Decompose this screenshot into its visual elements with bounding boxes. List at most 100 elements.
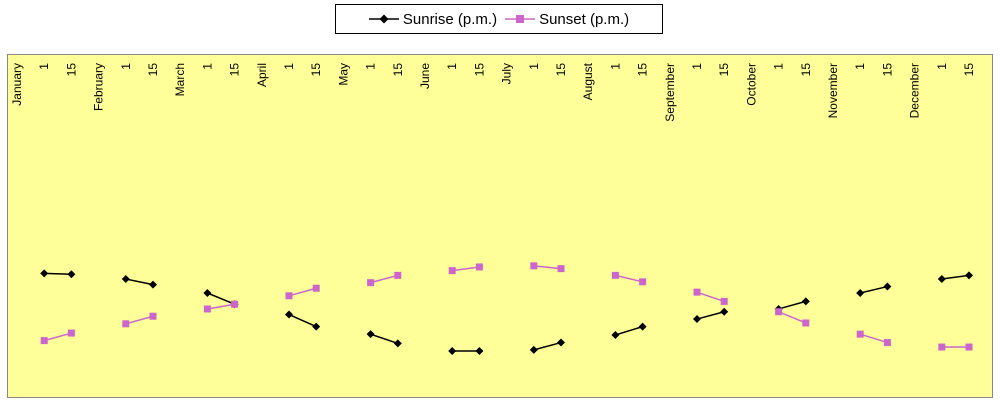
sunrise-line-segment — [207, 292, 235, 305]
x-tick-label: 15 — [472, 63, 486, 77]
sunrise-line-segment — [696, 311, 725, 320]
sunrise-line-segment — [44, 272, 72, 275]
sunrise-point — [149, 280, 157, 289]
x-tick-label: 1 — [527, 63, 541, 70]
x-tick-label: October — [744, 63, 758, 106]
sunset-point — [639, 278, 647, 286]
sunrise-point — [475, 346, 484, 355]
sunset-point — [530, 262, 538, 270]
sunrise-point — [720, 307, 729, 316]
x-tick-label: 1 — [690, 63, 704, 70]
x-tick-label: 15 — [146, 63, 160, 77]
sunrise-point — [203, 289, 212, 297]
x-tick-label: 1 — [364, 63, 378, 70]
sunset-point — [693, 288, 701, 296]
x-tick-label: 1 — [853, 63, 867, 70]
x-tick-label: January — [10, 63, 24, 106]
sunrise-point — [638, 322, 647, 331]
sunrise-point — [67, 270, 76, 279]
x-tick-label: 1 — [37, 63, 51, 70]
sunset-point — [203, 305, 211, 313]
sunset-point — [448, 267, 456, 275]
sunrise-point — [856, 289, 865, 297]
sunset-line-segment — [43, 332, 72, 342]
x-tick-label: 15 — [64, 63, 78, 77]
sunset-legend-marker — [505, 15, 536, 23]
sunset-point — [231, 300, 239, 308]
sunset-point — [965, 343, 973, 351]
chart-svg: January 1 15 February 1 15 March 1 15 April 1 15 May… — [10, 62, 976, 355]
sunrise-point — [937, 275, 946, 283]
sunset-point — [285, 292, 293, 300]
sunrise-line-segment — [288, 313, 317, 328]
x-tick-label: February — [92, 63, 106, 111]
x-tick-label: March — [173, 63, 187, 96]
x-tick-label: July — [500, 63, 514, 84]
legend-label-sunrise: Sunrise (p.m.) — [402, 10, 498, 28]
plot-area: January 1 15 February 1 15 March 1 15 April 1 15 May… — [7, 54, 993, 398]
x-tick-label: September — [663, 63, 677, 122]
sunset-point — [122, 320, 130, 328]
sunset-point — [394, 271, 402, 279]
legend-item-sunrise: Sunrise (p.m.) — [368, 10, 498, 28]
x-tick-label: June — [418, 63, 432, 89]
sunset-line-segment — [533, 265, 562, 270]
legend-label-sunset: Sunset (p.m.) — [539, 10, 630, 28]
x-tick-label: May — [336, 63, 350, 86]
sunrise-point — [121, 275, 130, 283]
sunset-point — [802, 319, 810, 327]
sunset-point — [475, 263, 483, 271]
x-tick-label: December — [908, 63, 922, 118]
sunset-line-segment — [859, 333, 888, 344]
sunset-point — [67, 329, 75, 337]
x-tick-label: 1 — [119, 63, 133, 70]
x-tick-label: 1 — [200, 63, 214, 70]
sunrise-line-segment — [125, 278, 154, 286]
x-tick-label: 1 — [608, 63, 622, 70]
sunset-point — [856, 330, 864, 338]
x-tick-label: 1 — [772, 63, 786, 70]
x-tick-label: April — [255, 63, 269, 87]
sunrise-point — [448, 346, 457, 355]
sunrise-line-segment — [778, 300, 807, 310]
sunset-point — [720, 297, 728, 305]
sunset-point — [40, 337, 48, 345]
sunset-line-segment — [452, 266, 480, 272]
sunset-line-segment — [207, 303, 235, 310]
sunset-point — [883, 339, 891, 347]
x-tick-label: 15 — [717, 63, 731, 77]
x-tick-label: November — [826, 63, 840, 118]
sunrise-point — [557, 338, 565, 347]
sunset-point — [938, 343, 946, 351]
sunrise-line-segment — [941, 274, 970, 280]
sunrise-point — [611, 331, 620, 339]
x-tick-label: 15 — [880, 63, 894, 77]
sunrise-point — [529, 345, 538, 354]
sunrise-point — [693, 315, 701, 324]
sunset-line-segment — [288, 287, 317, 297]
x-tick-label: 15 — [636, 63, 650, 77]
sunrise-point — [801, 297, 810, 306]
x-tick-label: 15 — [391, 63, 405, 77]
sunset-line-segment — [778, 311, 807, 324]
x-tick-label: 15 — [799, 63, 813, 77]
sunrise-point — [965, 271, 973, 280]
sunset-point — [611, 271, 619, 279]
legend: Sunrise (p.m.) Sunset (p.m.) — [335, 4, 663, 34]
sunrise-point — [285, 310, 293, 319]
legend-item-sunset: Sunset (p.m.) — [505, 11, 629, 28]
sunset-line-segment — [125, 315, 154, 325]
sunset-point — [775, 308, 783, 316]
sunrise-point — [366, 330, 375, 339]
x-tick-label: 15 — [309, 63, 323, 77]
x-tick-label: 15 — [554, 63, 568, 77]
sunrise-point — [883, 282, 892, 291]
sunset-point — [557, 265, 565, 273]
sunrise-legend-marker — [368, 14, 399, 24]
sunrise-point — [312, 322, 321, 331]
sunrise-line-segment — [860, 285, 888, 294]
x-tick-label: 15 — [228, 63, 242, 77]
x-tick-label: 1 — [282, 63, 296, 70]
x-tick-label: 15 — [962, 63, 976, 77]
sunset-line-segment — [370, 274, 398, 284]
